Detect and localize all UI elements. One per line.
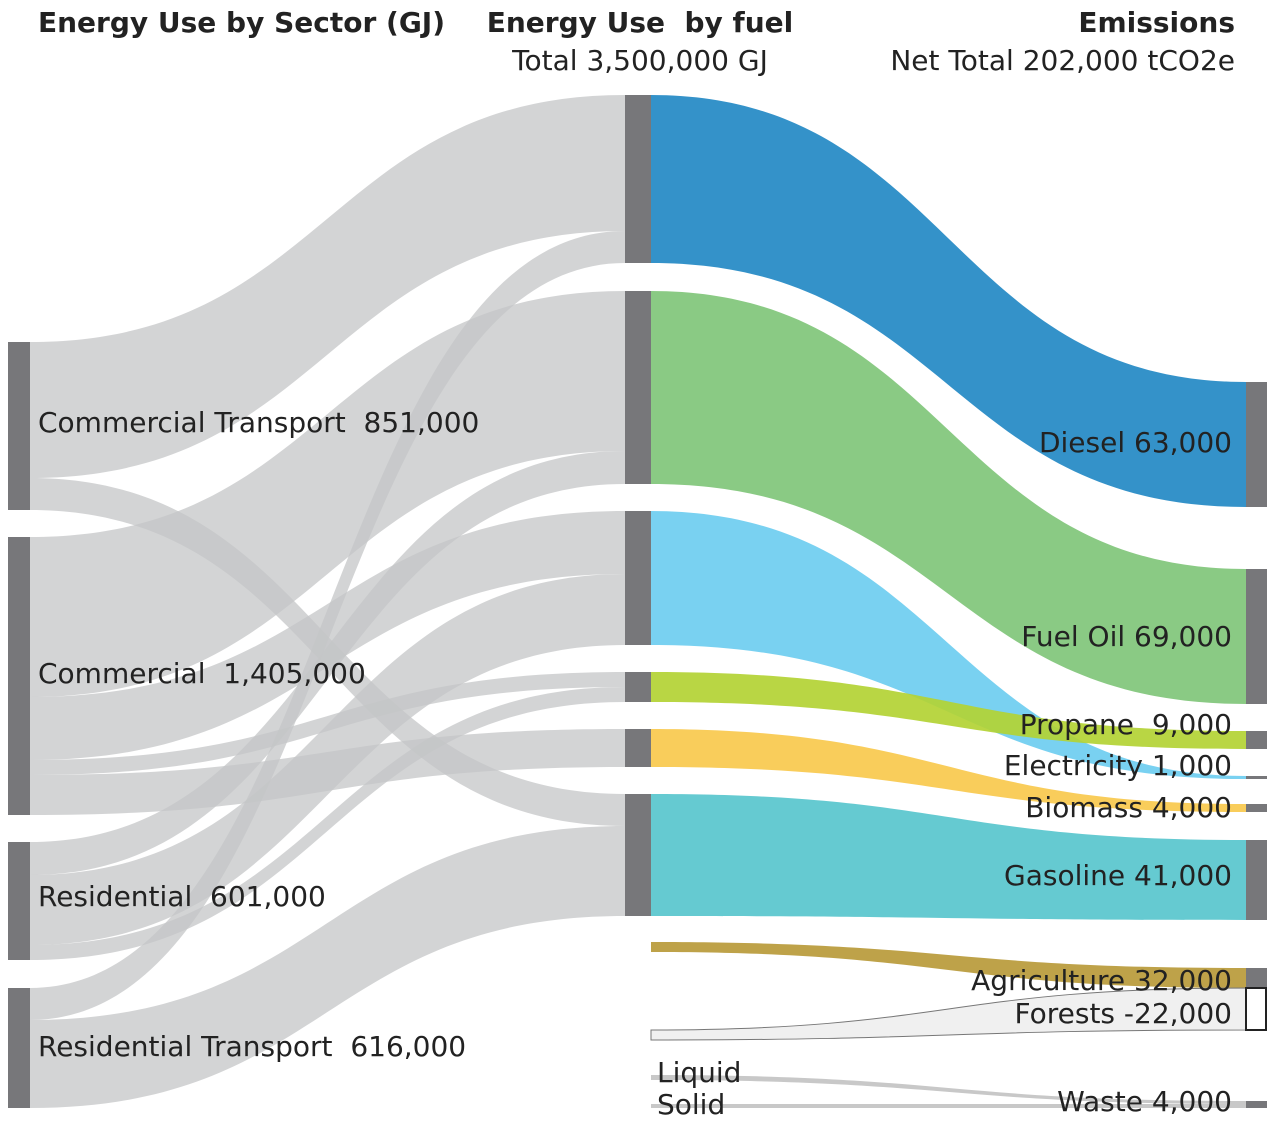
emission-node <box>1246 776 1267 779</box>
fuel-flow <box>651 672 1246 749</box>
sector-flow <box>30 291 625 697</box>
sector-node <box>8 537 30 815</box>
emission-node <box>1246 840 1267 920</box>
fuel-node <box>625 511 651 645</box>
sector-node <box>8 842 30 960</box>
waste-flow <box>651 1075 1246 1104</box>
fuel-node <box>625 672 651 702</box>
fuel-flow <box>651 729 1246 812</box>
emission-label: Fuel Oil 69,000 <box>1021 620 1232 653</box>
emission-label: Diesel 63,000 <box>1039 426 1232 459</box>
header: Emissions <box>1078 6 1235 39</box>
fuel-flow <box>651 95 1246 507</box>
subheader: Net Total 202,000 tCO2e <box>890 44 1235 77</box>
sector-flow <box>30 687 625 960</box>
fuel-node <box>625 291 651 484</box>
emission-label: Propane 9,000 <box>1020 708 1232 741</box>
emission-label: Waste 4,000 <box>1057 1085 1232 1118</box>
emission-label: Forests -22,000 <box>1015 997 1233 1030</box>
emission-node <box>1246 731 1267 749</box>
sector-flow <box>30 574 625 945</box>
sector-flow <box>30 231 625 1020</box>
sector-label: Residential 601,000 <box>38 880 326 913</box>
emission-label: Agriculture 32,000 <box>971 964 1232 997</box>
emission-label: Gasoline 41,000 <box>1004 859 1232 892</box>
header: Energy Use by Sector (GJ) <box>38 6 445 39</box>
emission-node <box>1245 987 1267 1031</box>
fuel-node <box>625 95 651 263</box>
sector-flow <box>30 826 625 1108</box>
fuel-flow <box>651 291 1246 704</box>
subheader: Total 3,500,000 GJ <box>511 44 768 77</box>
fuel-flow <box>651 794 1246 920</box>
fuel-node <box>625 794 651 916</box>
sector-flow <box>30 672 625 775</box>
fuel-flow <box>651 942 1246 988</box>
sector-label: Commercial 1,405,000 <box>38 657 366 690</box>
emission-node <box>1246 968 1267 988</box>
sector-label: Commercial Transport 851,000 <box>38 406 479 439</box>
sector-flow <box>30 451 625 875</box>
waste-input-label: Liquid <box>657 1056 741 1089</box>
emission-node <box>1246 382 1267 507</box>
emission-node <box>1246 1101 1267 1108</box>
waste-input-label: Solid <box>657 1088 725 1121</box>
emission-label: Electricity 1,000 <box>1004 749 1232 782</box>
header: Energy Use by fuel <box>487 6 794 39</box>
sector-label: Residential Transport 616,000 <box>38 1030 466 1063</box>
sector-flow <box>30 95 625 478</box>
emission-label: Biomass 4,000 <box>1025 791 1232 824</box>
emission-node <box>1246 569 1267 704</box>
emission-node <box>1246 804 1267 812</box>
waste-flow <box>651 1104 1246 1108</box>
sector-node <box>8 342 30 510</box>
sector-node <box>8 988 30 1108</box>
fuel-node <box>625 729 651 767</box>
fuel-flow <box>651 511 1246 779</box>
